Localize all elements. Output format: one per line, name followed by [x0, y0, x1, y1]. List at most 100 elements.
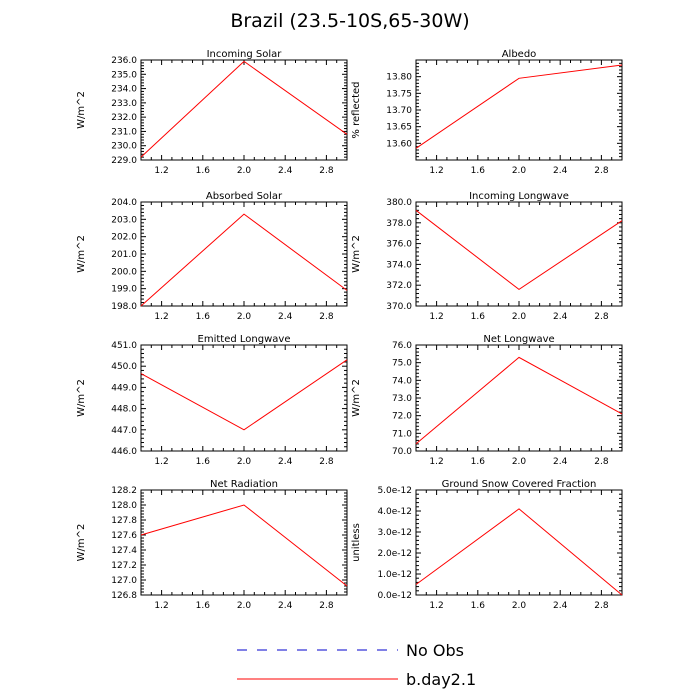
plot-frame: [415, 344, 623, 452]
y-tick-label: 0.0e-12: [377, 591, 412, 601]
y-tick-label: 3.0e-12: [377, 528, 412, 538]
y-tick-label: 201.0: [111, 250, 137, 260]
y-tick-label: 74.0: [392, 376, 412, 386]
y-tick-label: 71.0: [392, 429, 412, 439]
y-tick-label: 4.0e-12: [377, 507, 412, 517]
chart-panel: Incoming Longwave W/m^2 1.2 1.6 2.0 2.4 2.8 370…: [351, 191, 623, 322]
series-line: [140, 60, 348, 158]
y-tick-label: 234.0: [111, 85, 137, 95]
y-tick-label: 127.8: [111, 516, 137, 526]
x-tick-label: 2.4: [553, 312, 568, 322]
y-tick-label: 13.65: [386, 123, 412, 133]
y-tick-label: 235.0: [111, 70, 137, 80]
chart-panel: Albedo % reflected 1.2 1.6 2.0 2.4 2.8 13.60 13.…: [351, 49, 623, 176]
plot-frame: [140, 59, 348, 161]
y-axis-label: W/m^2: [351, 379, 362, 417]
y-axis-label: W/m^2: [76, 235, 87, 273]
y-axis-label: % reflected: [351, 81, 362, 138]
plot-frame: [415, 59, 623, 161]
y-tick-label: 450.0: [111, 362, 137, 372]
y-tick-label: 202.0: [111, 233, 137, 243]
series-line: [140, 213, 348, 307]
plot-frame: [140, 344, 348, 452]
x-tick-label: 2.8: [319, 312, 334, 322]
y-tick-label: 128.2: [111, 486, 137, 496]
chart-panel: Absorbed Solar W/m^2 1.2 1.6 2.0 2.4 2.8 198.0 1…: [76, 191, 348, 322]
x-tick-label: 1.2: [429, 457, 443, 467]
chart-title: Incoming Longwave: [469, 191, 569, 202]
y-axis-label: W/m^2: [76, 379, 87, 417]
x-tick-label: 2.8: [594, 166, 609, 176]
y-tick-label: 127.0: [111, 576, 137, 586]
x-tick-label: 2.8: [319, 166, 334, 176]
x-tick-label: 1.6: [196, 312, 211, 322]
chart-title: Absorbed Solar: [206, 191, 283, 202]
y-tick-label: 378.0: [386, 219, 412, 229]
y-tick-label: 370.0: [386, 302, 412, 312]
x-tick-label: 1.2: [154, 457, 168, 467]
x-tick-label: 2.0: [512, 312, 527, 322]
legend: No Obs b.day2.1: [237, 641, 476, 689]
x-tick-label: 1.6: [471, 601, 486, 611]
plot-frame: [140, 489, 348, 596]
y-tick-label: 73.0: [392, 394, 412, 404]
y-tick-label: 127.4: [111, 546, 137, 556]
legend-label: b.day2.1: [406, 670, 476, 689]
chart-panel: Net Longwave W/m^2 1.2 1.6 2.0 2.4 2.8 70.0 71.0…: [351, 334, 623, 467]
x-tick-label: 1.6: [196, 457, 211, 467]
x-tick-label: 1.6: [196, 601, 211, 611]
series-line: [140, 359, 348, 431]
y-tick-label: 446.0: [111, 447, 137, 457]
x-tick-label: 1.2: [429, 601, 443, 611]
y-tick-label: 372.0: [386, 281, 412, 291]
x-tick-label: 2.0: [237, 601, 252, 611]
chart-title: Incoming Solar: [207, 49, 283, 60]
y-tick-label: 5.0e-12: [377, 486, 412, 496]
y-tick-label: 374.0: [386, 260, 412, 270]
x-tick-label: 1.6: [471, 312, 486, 322]
y-tick-label: 449.0: [111, 383, 137, 393]
y-tick-label: 199.0: [111, 285, 137, 295]
plot-frame: [415, 489, 623, 596]
x-tick-label: 1.2: [154, 166, 168, 176]
y-tick-label: 70.0: [392, 447, 412, 457]
chart-panel: Ground Snow Covered Fraction unitless 1.2 1…: [351, 479, 623, 611]
x-tick-label: 1.6: [196, 166, 211, 176]
y-tick-label: 75.0: [392, 359, 412, 369]
legend-label: No Obs: [406, 641, 464, 660]
y-tick-label: 1.0e-12: [377, 570, 412, 580]
x-tick-label: 2.4: [278, 312, 293, 322]
x-tick-label: 2.8: [594, 601, 609, 611]
y-tick-label: 447.0: [111, 426, 137, 436]
y-tick-label: 13.70: [386, 106, 412, 116]
x-tick-label: 1.2: [429, 166, 443, 176]
chart-title: Albedo: [502, 49, 537, 60]
y-tick-label: 204.0: [111, 198, 137, 208]
x-tick-label: 2.8: [319, 457, 334, 467]
series-line: [415, 356, 623, 445]
y-axis-label: W/m^2: [76, 91, 87, 129]
x-tick-label: 2.4: [553, 166, 568, 176]
series-line: [140, 504, 348, 587]
y-tick-label: 13.60: [386, 139, 412, 149]
y-tick-label: 76.0: [392, 341, 412, 351]
x-tick-label: 2.4: [278, 601, 293, 611]
x-tick-label: 2.0: [512, 457, 527, 467]
x-tick-label: 2.8: [319, 601, 334, 611]
series-line: [415, 209, 623, 291]
y-axis-label: W/m^2: [76, 524, 87, 562]
y-tick-label: 126.8: [111, 591, 137, 601]
x-tick-label: 1.6: [471, 457, 486, 467]
y-tick-label: 231.0: [111, 127, 137, 137]
chart-panel: Incoming Solar W/m^2 1.2 1.6 2.0 2.4 2.8 229.0 2…: [76, 49, 348, 176]
x-tick-label: 2.8: [594, 312, 609, 322]
plot-frame: [140, 201, 348, 307]
x-tick-label: 1.6: [471, 166, 486, 176]
x-tick-label: 2.0: [237, 312, 252, 322]
x-tick-label: 2.0: [237, 457, 252, 467]
chart-title: Emitted Longwave: [198, 334, 291, 345]
x-tick-label: 1.2: [429, 312, 443, 322]
y-tick-label: 203.0: [111, 215, 137, 225]
y-tick-label: 127.6: [111, 531, 137, 541]
